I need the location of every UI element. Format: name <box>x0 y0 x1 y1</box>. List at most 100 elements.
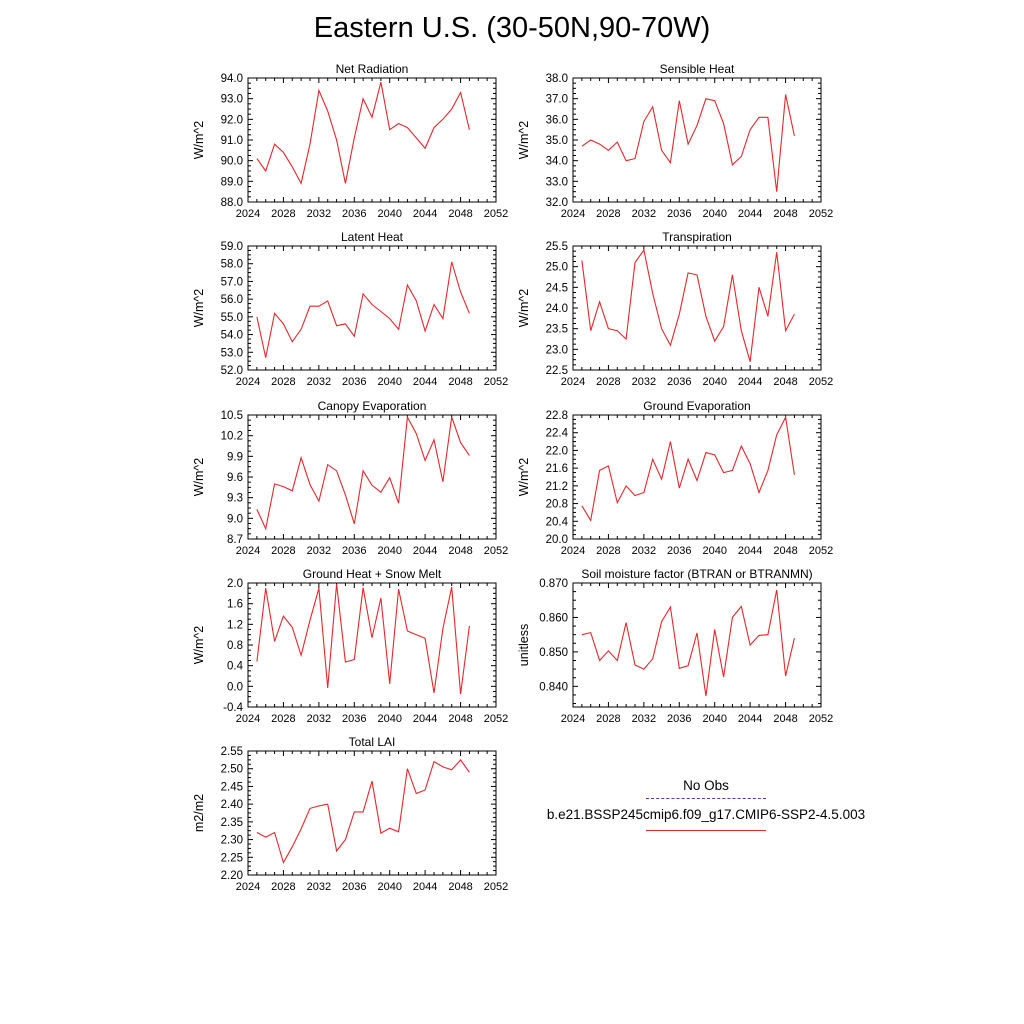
y-tick-label: 38.0 <box>546 73 568 85</box>
y-tick-label: 10.2 <box>221 431 243 443</box>
x-tick-label: 2040 <box>377 376 401 388</box>
y-axis-label: W/m^2 <box>517 458 531 497</box>
y-tick-label: 35.0 <box>546 135 568 147</box>
x-tick-label: 2024 <box>236 376 260 388</box>
x-tick-label: 2036 <box>667 545 691 557</box>
x-tick-label: 2040 <box>377 881 401 893</box>
x-tick-label: 2044 <box>738 208 762 220</box>
y-tick-label: 57.0 <box>221 276 243 288</box>
x-tick-label: 2032 <box>632 713 656 725</box>
y-tick-label: 23.5 <box>546 324 568 336</box>
y-tick-label: 24.0 <box>546 303 568 315</box>
legend-obs-label: No Obs <box>683 778 729 793</box>
series-line-1 <box>256 415 470 531</box>
x-tick-label: 2052 <box>809 545 833 557</box>
y-axis-label: W/m^2 <box>517 121 531 160</box>
y-tick-label: 2.30 <box>221 835 243 847</box>
x-tick-label: 2052 <box>484 713 508 725</box>
y-axis-label: m2/m2 <box>192 794 206 832</box>
y-tick-label: 0.840 <box>539 681 568 693</box>
y-tick-label: 58.0 <box>221 259 243 271</box>
y-tick-label: 93.0 <box>221 94 243 106</box>
y-tick-label: 9.0 <box>227 513 243 525</box>
chart-panel-1: Net Radiation W/m^2 2024 2028 2032 2036 2040 20… <box>192 62 508 220</box>
x-tick-label: 2032 <box>632 376 656 388</box>
x-tick-label: 2044 <box>738 713 762 725</box>
y-tick-label: 90.0 <box>221 156 243 168</box>
y-tick-label: 34.0 <box>546 156 568 168</box>
x-tick-label: 2044 <box>413 208 437 220</box>
x-tick-label: 2052 <box>484 376 508 388</box>
y-tick-label: 9.6 <box>227 472 243 484</box>
x-tick-label: 2040 <box>377 208 401 220</box>
plot-frame <box>247 414 497 540</box>
y-tick-label: 21.2 <box>546 481 568 493</box>
y-tick-label: 88.0 <box>221 197 243 209</box>
series-line-1 <box>581 589 795 697</box>
chart-title: Soil moisture factor (BTRAN or BTRANMN) <box>581 567 812 581</box>
plot-frame <box>572 582 822 708</box>
chart-title: Transpiration <box>662 230 732 244</box>
chart-panel-7: Ground Heat + Snow Melt W/m^2 2024 2028 2032… <box>192 567 508 725</box>
series-line-1 <box>256 583 470 695</box>
x-tick-label: 2028 <box>271 376 295 388</box>
series-line-1 <box>256 81 470 185</box>
y-tick-label: 2.20 <box>221 870 243 882</box>
x-tick-label: 2044 <box>413 376 437 388</box>
x-tick-label: 2040 <box>702 713 726 725</box>
y-tick-label: 0.0 <box>227 681 243 693</box>
x-tick-label: 2048 <box>773 545 797 557</box>
chart-panel-5: Canopy Evaporation W/m^2 2024 2028 2032 2036 2… <box>192 399 508 557</box>
y-tick-label: 52.0 <box>221 365 243 377</box>
x-tick-label: 2024 <box>561 376 585 388</box>
chart-title: Net Radiation <box>336 62 409 76</box>
series-line-1 <box>256 261 470 358</box>
y-tick-label: 2.50 <box>221 764 243 776</box>
y-tick-label: 2.55 <box>221 746 243 758</box>
x-tick-label: 2036 <box>667 208 691 220</box>
page-title: Eastern U.S. (30-50N,90-70W) <box>313 12 711 44</box>
x-tick-label: 2028 <box>271 545 295 557</box>
y-tick-label: 9.3 <box>227 493 243 505</box>
y-tick-label: 20.4 <box>546 516 569 528</box>
x-tick-label: 2044 <box>413 545 437 557</box>
x-tick-label: 2028 <box>271 881 295 893</box>
y-tick-label: 91.0 <box>221 135 243 147</box>
x-tick-label: 2044 <box>738 545 762 557</box>
y-tick-label: 25.5 <box>546 241 568 253</box>
y-tick-label: 0.850 <box>539 647 568 659</box>
x-tick-label: 2044 <box>413 881 437 893</box>
y-tick-label: 36.0 <box>546 114 568 126</box>
x-tick-label: 2028 <box>596 376 620 388</box>
x-tick-label: 2036 <box>342 376 366 388</box>
series-line-1 <box>256 759 470 865</box>
x-tick-label: 2024 <box>561 208 585 220</box>
x-tick-label: 2024 <box>236 713 260 725</box>
legend: No Obs b.e21.BSSP245cmip6.f09_g17.CMIP6-… <box>520 778 892 831</box>
x-tick-label: 2040 <box>702 376 726 388</box>
x-tick-label: 2032 <box>307 376 331 388</box>
y-tick-label: 23.0 <box>546 344 568 356</box>
y-axis-label: W/m^2 <box>192 458 206 497</box>
x-tick-label: 2048 <box>448 881 472 893</box>
plot-frame <box>572 245 822 371</box>
y-tick-label: 9.9 <box>227 451 243 463</box>
y-axis-label: unitless <box>517 624 531 666</box>
x-tick-label: 2032 <box>307 881 331 893</box>
plot-frame <box>247 245 497 371</box>
y-tick-label: 21.6 <box>546 463 568 475</box>
x-tick-label: 2036 <box>342 545 366 557</box>
x-tick-label: 2048 <box>448 713 472 725</box>
x-tick-label: 2024 <box>236 545 260 557</box>
legend-obs-line <box>646 798 766 799</box>
y-tick-label: 94.0 <box>221 73 243 85</box>
chart-panel-4: Transpiration W/m^2 2024 2028 2032 2036 2040 20… <box>517 230 833 388</box>
x-tick-label: 2048 <box>448 376 472 388</box>
chart-title: Canopy Evaporation <box>318 399 427 413</box>
x-tick-label: 2044 <box>413 713 437 725</box>
chart-title: Total LAI <box>349 735 396 749</box>
y-tick-label: 54.0 <box>221 330 243 342</box>
plot-frame <box>572 77 822 203</box>
legend-model-line <box>646 830 766 831</box>
